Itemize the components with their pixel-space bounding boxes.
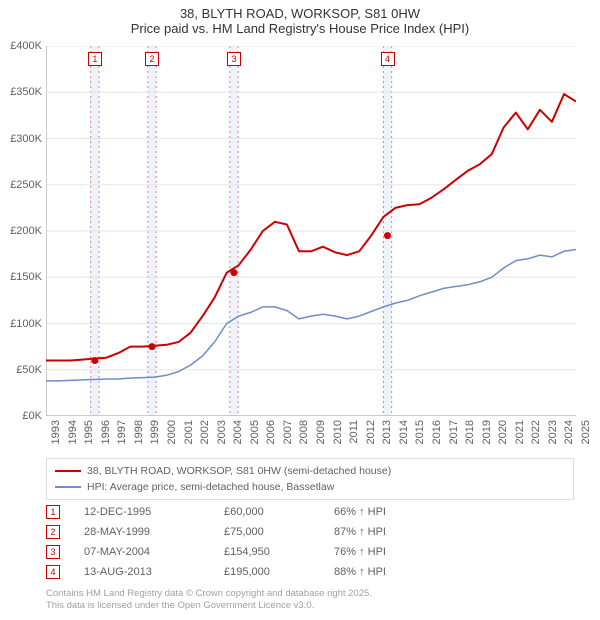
x-tick-label: 2008 <box>298 420 310 444</box>
title-line2: Price paid vs. HM Land Registry's House … <box>0 21 600 36</box>
y-tick-label: £0K <box>22 410 42 422</box>
chart-container: 38, BLYTH ROAD, WORKSOP, S81 0HW Price p… <box>0 0 600 620</box>
sales-date: 13-AUG-2013 <box>84 566 224 578</box>
sales-price: £154,950 <box>224 546 334 558</box>
sales-price: £195,000 <box>224 566 334 578</box>
sales-marker: 1 <box>46 505 60 519</box>
x-tick-label: 1996 <box>100 420 112 444</box>
y-tick-label: £100K <box>10 318 42 330</box>
footer: Contains HM Land Registry data © Crown c… <box>46 588 372 612</box>
x-tick-label: 2015 <box>414 420 426 444</box>
sales-pct: 76% ↑ HPI <box>334 546 434 558</box>
chart-marker: 4 <box>381 52 395 66</box>
sales-row: 2 28-MAY-1999£75,00087% ↑ HPI <box>46 522 434 542</box>
x-tick-label: 2002 <box>199 420 211 444</box>
legend-item: 38, BLYTH ROAD, WORKSOP, S81 0HW (semi-d… <box>55 463 565 479</box>
y-tick-label: £250K <box>10 179 42 191</box>
footer-line1: Contains HM Land Registry data © Crown c… <box>46 588 372 600</box>
y-tick-label: £400K <box>10 40 42 52</box>
chart-svg <box>46 46 576 416</box>
x-tick-label: 2014 <box>398 420 410 444</box>
x-axis: 1993 1994 1995 1996 1997 1998 1999 2000 2001 2002… <box>46 416 576 464</box>
x-tick-label: 2007 <box>282 420 294 444</box>
x-tick-label: 2016 <box>431 420 443 444</box>
y-tick-label: £200K <box>10 225 42 237</box>
chart-marker: 1 <box>88 52 102 66</box>
x-tick-label: 2011 <box>348 420 360 444</box>
y-tick-label: £300K <box>10 133 42 145</box>
x-tick-label: 2021 <box>514 420 526 444</box>
sales-pct: 88% ↑ HPI <box>334 566 434 578</box>
x-tick-label: 2022 <box>530 420 542 444</box>
sales-row: 1 12-DEC-1995£60,00066% ↑ HPI <box>46 502 434 522</box>
x-tick-label: 2006 <box>265 420 277 444</box>
x-tick-label: 2009 <box>315 420 327 444</box>
x-tick-label: 1999 <box>149 420 161 444</box>
x-tick-label: 2003 <box>216 420 228 444</box>
sales-date: 28-MAY-1999 <box>84 526 224 538</box>
x-tick-label: 1997 <box>116 420 128 444</box>
x-tick-label: 2024 <box>563 420 575 444</box>
y-tick-label: £350K <box>10 86 42 98</box>
title-line1: 38, BLYTH ROAD, WORKSOP, S81 0HW <box>0 6 600 21</box>
chart-area: 1 2 3 4 <box>46 46 576 416</box>
chart-marker: 3 <box>227 52 241 66</box>
x-tick-label: 2000 <box>166 420 178 444</box>
x-tick-label: 2019 <box>481 420 493 444</box>
x-tick-label: 2020 <box>497 420 509 444</box>
legend-label: 38, BLYTH ROAD, WORKSOP, S81 0HW (semi-d… <box>87 465 391 477</box>
sales-row: 3 07-MAY-2004£154,95076% ↑ HPI <box>46 542 434 562</box>
x-tick-label: 2001 <box>183 420 195 444</box>
sales-marker: 3 <box>46 545 60 559</box>
sales-price: £75,000 <box>224 526 334 538</box>
y-tick-label: £150K <box>10 271 42 283</box>
footer-line2: This data is licensed under the Open Gov… <box>46 600 372 612</box>
x-tick-label: 2017 <box>448 420 460 444</box>
legend-swatch <box>55 470 81 472</box>
x-tick-label: 2023 <box>547 420 559 444</box>
sales-date: 07-MAY-2004 <box>84 546 224 558</box>
legend-item: HPI: Average price, semi-detached house,… <box>55 479 565 495</box>
sales-price: £60,000 <box>224 506 334 518</box>
x-tick-label: 1995 <box>83 420 95 444</box>
y-tick-label: £50K <box>16 364 42 376</box>
title-block: 38, BLYTH ROAD, WORKSOP, S81 0HW Price p… <box>0 0 600 36</box>
chart-marker: 2 <box>145 52 159 66</box>
sales-marker: 2 <box>46 525 60 539</box>
x-tick-label: 1994 <box>67 420 79 444</box>
x-tick-label: 2005 <box>249 420 261 444</box>
x-tick-label: 2012 <box>365 420 377 444</box>
legend-label: HPI: Average price, semi-detached house,… <box>87 481 334 493</box>
x-tick-label: 2018 <box>464 420 476 444</box>
x-tick-label: 2013 <box>381 420 393 444</box>
sales-table: 1 12-DEC-1995£60,00066% ↑ HPI 2 28-MAY-1999… <box>46 502 434 582</box>
x-tick-label: 2010 <box>332 420 344 444</box>
legend: 38, BLYTH ROAD, WORKSOP, S81 0HW (semi-d… <box>46 458 574 500</box>
sales-marker: 4 <box>46 565 60 579</box>
x-tick-label: 1993 <box>50 420 62 444</box>
x-tick-label: 1998 <box>133 420 145 444</box>
y-axis: £0K£50K£100K£150K£200K£250K£300K£350K£40… <box>0 46 46 416</box>
x-tick-label: 2004 <box>232 420 244 444</box>
sales-pct: 66% ↑ HPI <box>334 506 434 518</box>
legend-swatch <box>55 486 81 488</box>
sales-row: 4 13-AUG-2013£195,00088% ↑ HPI <box>46 562 434 582</box>
sales-pct: 87% ↑ HPI <box>334 526 434 538</box>
sales-date: 12-DEC-1995 <box>84 506 224 518</box>
x-tick-label: 2025 <box>580 420 592 444</box>
